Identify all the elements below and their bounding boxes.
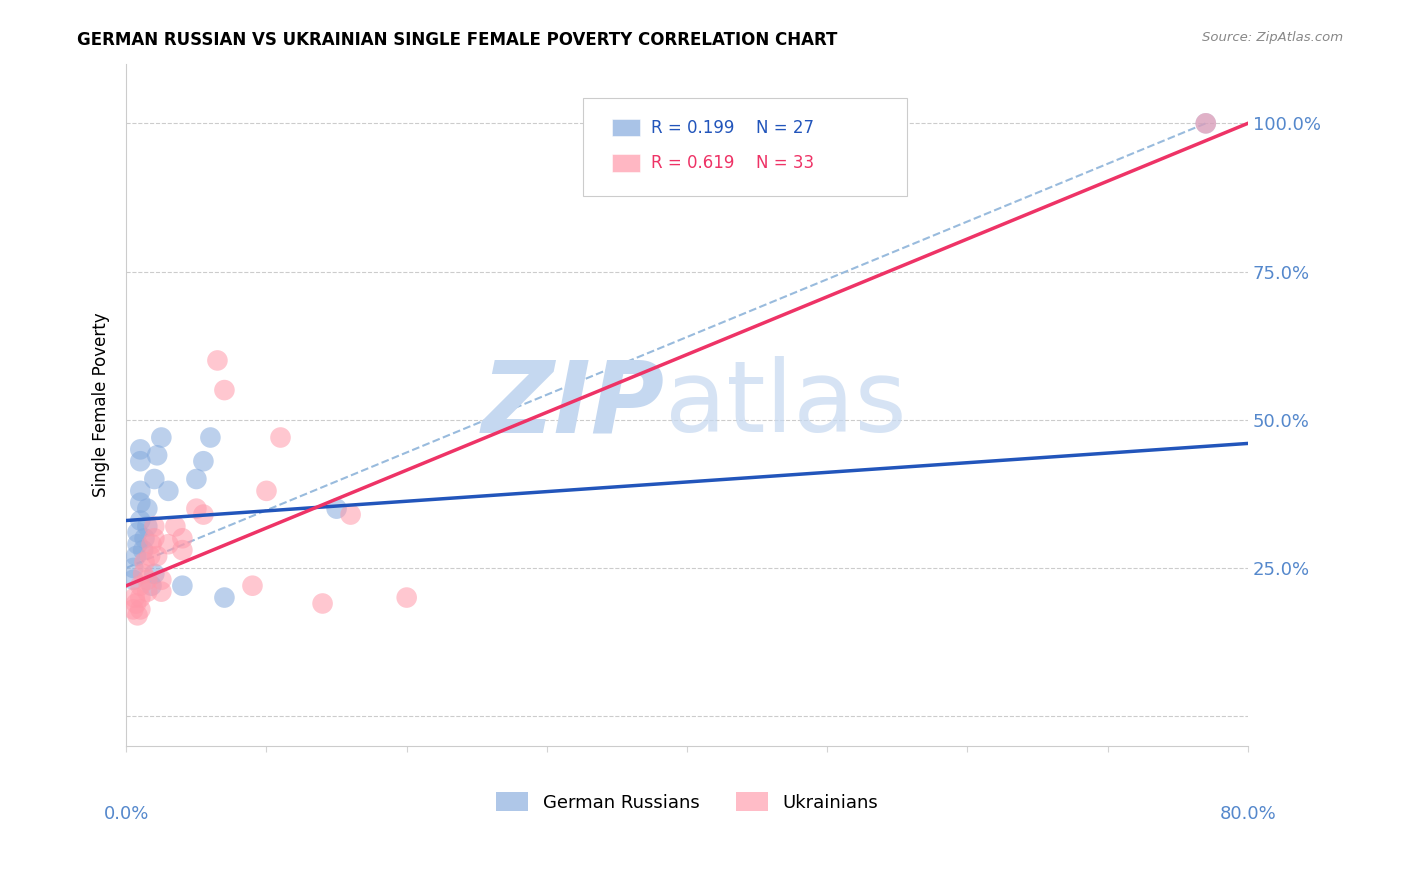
Point <box>141 579 163 593</box>
Point <box>157 537 180 551</box>
Point <box>125 597 148 611</box>
Point <box>165 519 187 533</box>
Point <box>129 483 152 498</box>
Point <box>139 549 162 563</box>
Point <box>129 591 152 605</box>
Point <box>186 472 208 486</box>
Point <box>325 501 347 516</box>
Point <box>143 531 166 545</box>
Point <box>134 555 156 569</box>
Point <box>129 579 152 593</box>
Text: R = 0.619: R = 0.619 <box>651 154 734 172</box>
Point <box>214 383 236 397</box>
Text: R = 0.199: R = 0.199 <box>651 119 734 136</box>
Point <box>143 566 166 581</box>
Point <box>146 549 169 563</box>
Point <box>270 430 292 444</box>
Point <box>127 525 149 540</box>
Point <box>129 496 152 510</box>
Text: ZIP: ZIP <box>482 357 665 453</box>
Point <box>311 597 333 611</box>
Point <box>207 353 229 368</box>
Text: atlas: atlas <box>665 357 907 453</box>
Point <box>150 573 173 587</box>
Point <box>150 584 173 599</box>
Point <box>122 561 145 575</box>
Point <box>122 573 145 587</box>
Point <box>339 508 361 522</box>
Point <box>132 566 155 581</box>
Point <box>136 573 159 587</box>
Point <box>150 430 173 444</box>
Point <box>127 608 149 623</box>
Point <box>125 549 148 563</box>
Point <box>157 483 180 498</box>
Point <box>172 531 194 545</box>
Point <box>143 472 166 486</box>
Point <box>172 579 194 593</box>
Point <box>136 584 159 599</box>
Legend: German Russians, Ukrainians: German Russians, Ukrainians <box>496 792 879 812</box>
Point <box>124 591 146 605</box>
Point <box>172 543 194 558</box>
Point <box>200 430 222 444</box>
Point <box>122 602 145 616</box>
Point <box>1195 116 1218 130</box>
Point <box>134 531 156 545</box>
Text: GERMAN RUSSIAN VS UKRAINIAN SINGLE FEMALE POVERTY CORRELATION CHART: GERMAN RUSSIAN VS UKRAINIAN SINGLE FEMAL… <box>77 31 838 49</box>
Point <box>1195 116 1218 130</box>
Point <box>193 508 215 522</box>
Point <box>186 501 208 516</box>
Point <box>136 501 159 516</box>
Text: 0.0%: 0.0% <box>104 805 149 823</box>
Point <box>143 519 166 533</box>
Point <box>129 454 152 468</box>
Point <box>129 442 152 457</box>
Point <box>242 579 264 593</box>
Point <box>127 537 149 551</box>
Text: N = 33: N = 33 <box>756 154 814 172</box>
Text: N = 27: N = 27 <box>756 119 814 136</box>
Point <box>146 448 169 462</box>
Y-axis label: Single Female Poverty: Single Female Poverty <box>93 312 110 497</box>
Point <box>214 591 236 605</box>
Point <box>395 591 418 605</box>
Point <box>136 519 159 533</box>
Point <box>256 483 278 498</box>
Point <box>193 454 215 468</box>
Point <box>129 602 152 616</box>
Text: 80.0%: 80.0% <box>1219 805 1277 823</box>
Point <box>132 543 155 558</box>
Point <box>141 537 163 551</box>
Point <box>129 514 152 528</box>
Text: Source: ZipAtlas.com: Source: ZipAtlas.com <box>1202 31 1343 45</box>
